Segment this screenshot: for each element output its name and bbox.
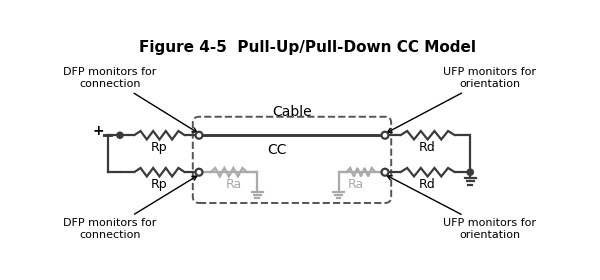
Text: Rp: Rp xyxy=(151,141,168,154)
Circle shape xyxy=(467,169,473,175)
Text: CC: CC xyxy=(267,143,286,157)
Text: Rd: Rd xyxy=(419,178,436,191)
Text: DFP monitors for
connection: DFP monitors for connection xyxy=(63,176,197,240)
Text: Rp: Rp xyxy=(151,178,168,191)
Circle shape xyxy=(196,169,202,176)
Text: UFP monitors for
orientation: UFP monitors for orientation xyxy=(387,176,536,240)
Circle shape xyxy=(196,132,202,139)
Text: Cable: Cable xyxy=(272,105,312,119)
Text: Ra: Ra xyxy=(226,178,242,191)
Circle shape xyxy=(117,132,123,138)
Text: Figure 4-5  Pull-Up/Pull-Down CC Model: Figure 4-5 Pull-Up/Pull-Down CC Model xyxy=(139,40,476,55)
Text: UFP monitors for
orientation: UFP monitors for orientation xyxy=(387,67,536,132)
Text: +: + xyxy=(92,124,104,138)
Text: Ra: Ra xyxy=(347,178,364,191)
Text: Rd: Rd xyxy=(419,141,436,154)
Circle shape xyxy=(382,132,388,139)
Circle shape xyxy=(382,169,388,176)
Text: DFP monitors for
connection: DFP monitors for connection xyxy=(63,67,197,132)
